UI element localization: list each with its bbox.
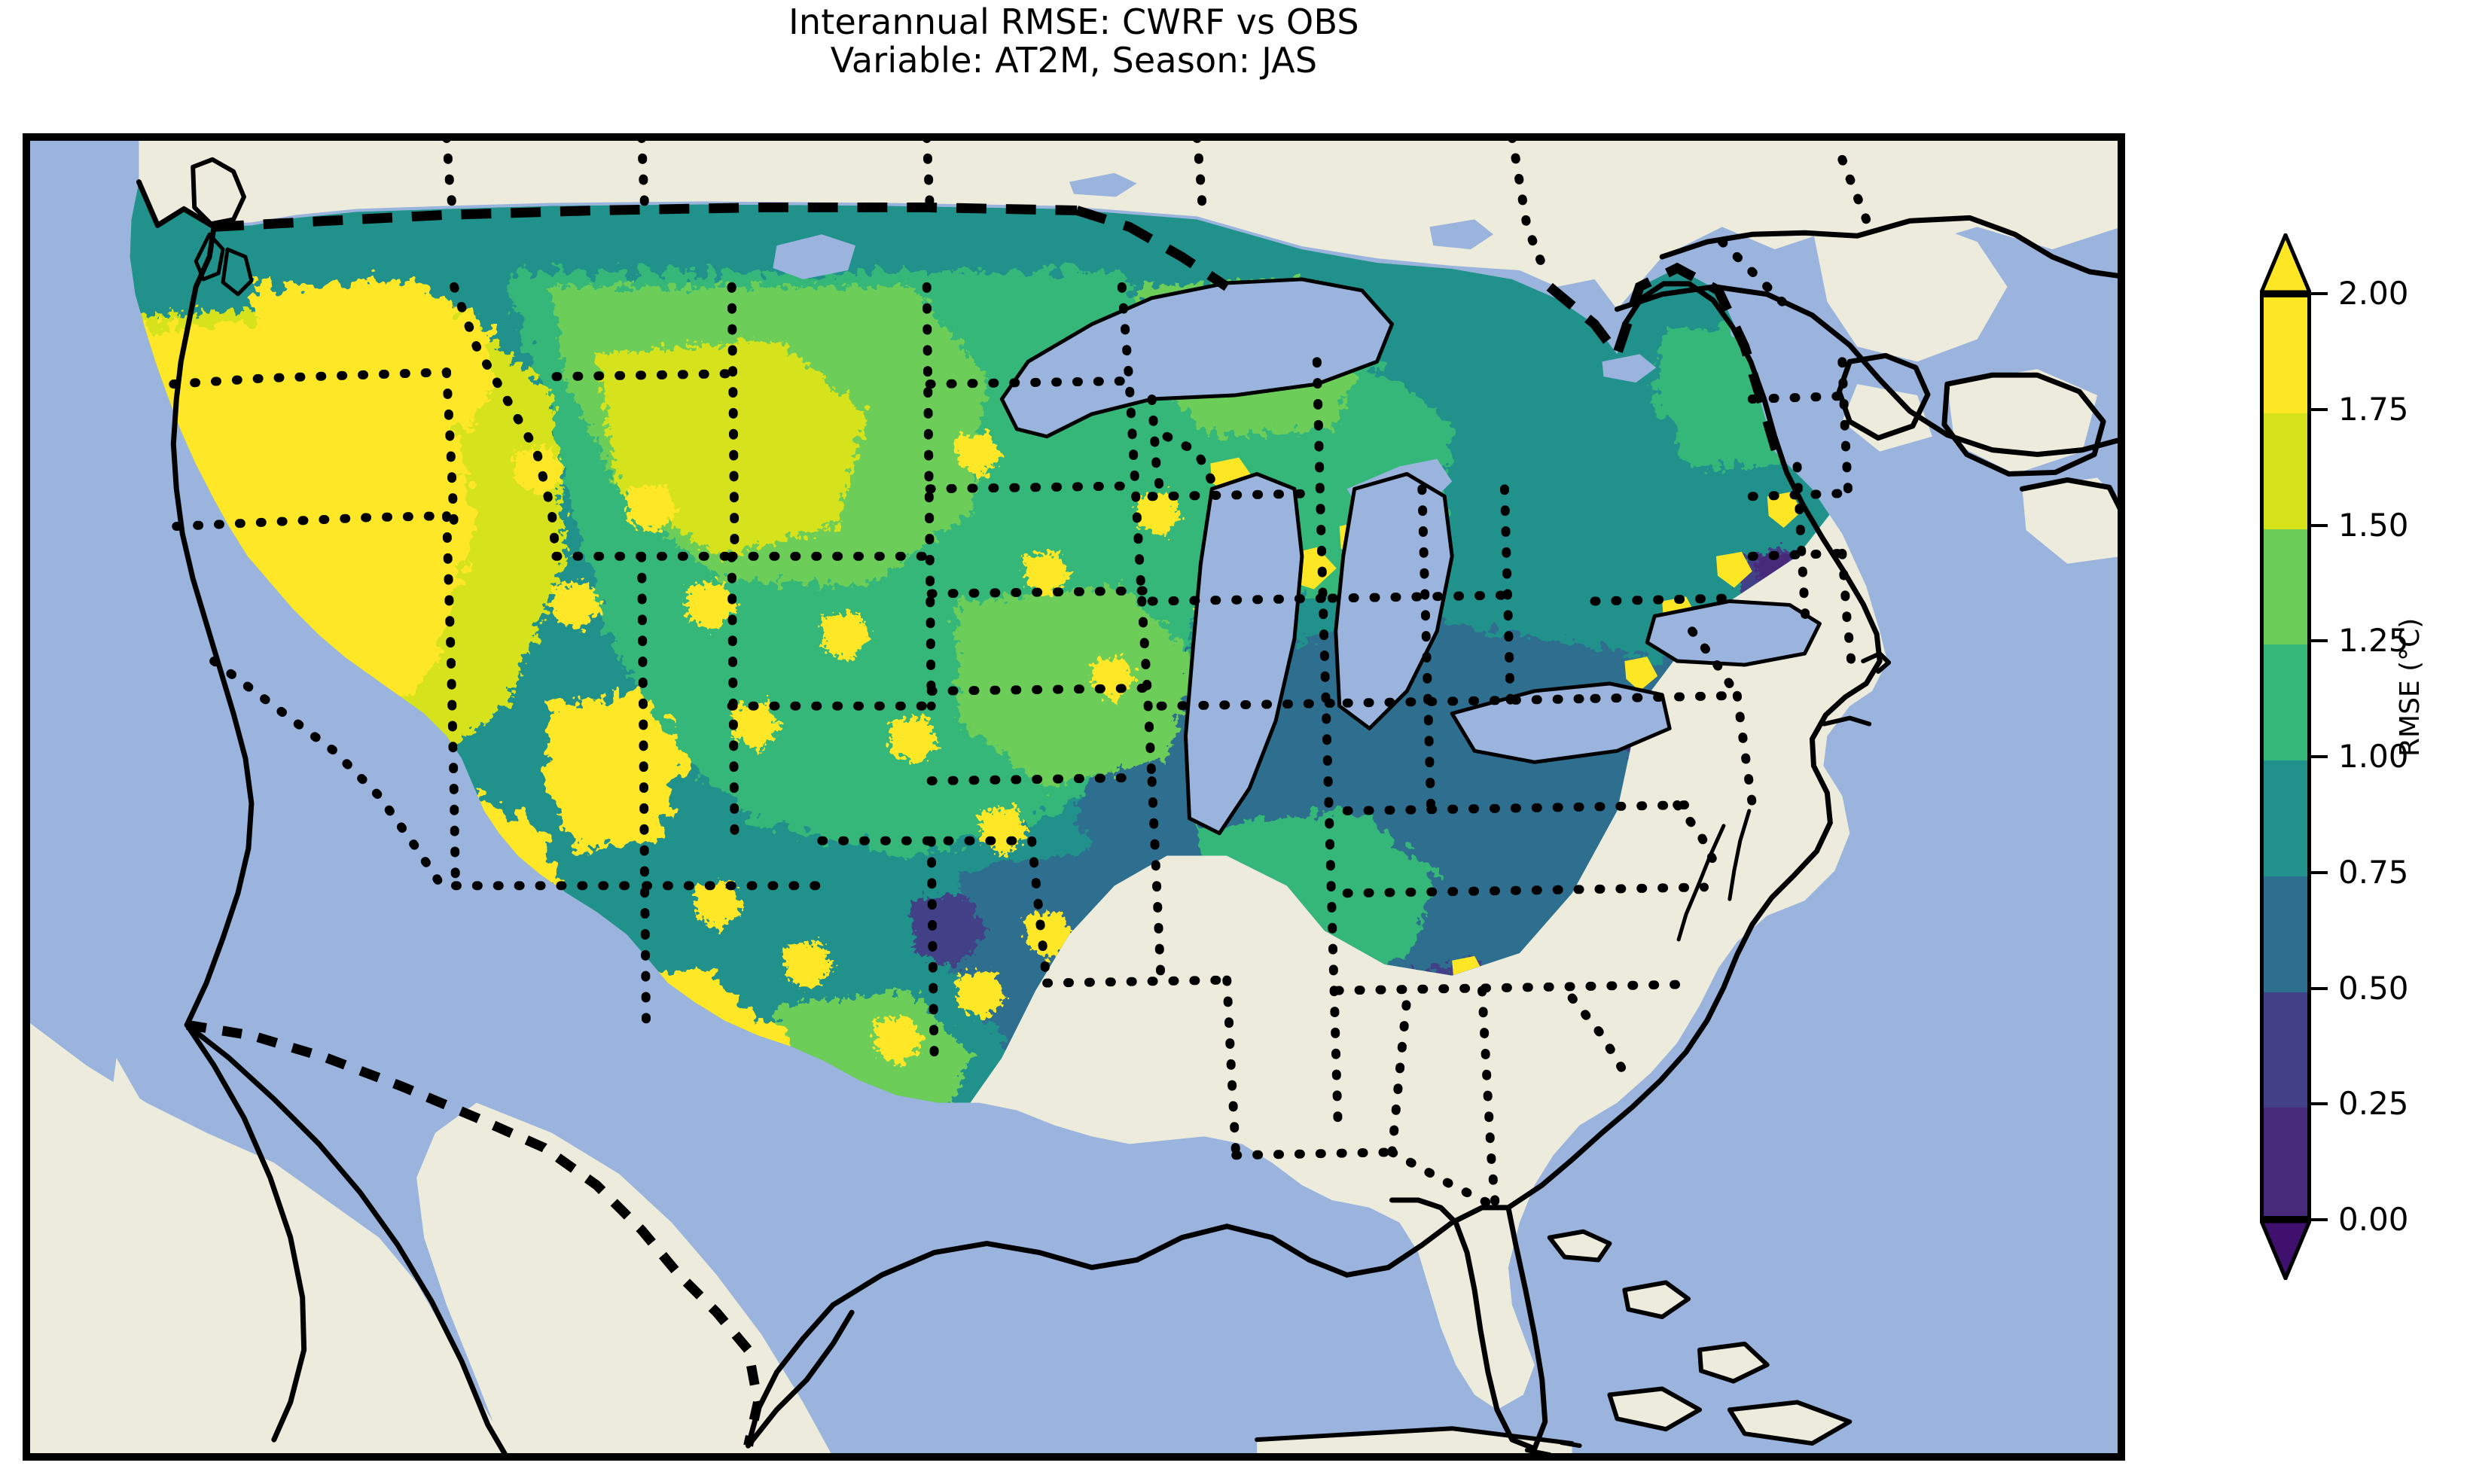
colorbar-tick-mark <box>2311 755 2328 758</box>
colorbar-extend-over-arrow <box>2260 233 2311 294</box>
colorbar-tick-label: 0.00 <box>2338 1201 2409 1238</box>
colorbar-tick-label: 1.75 <box>2338 390 2409 428</box>
colorbar-segment <box>2264 644 2307 760</box>
map-frame <box>26 137 2121 1457</box>
colorbar-extend-under-arrow <box>2260 1220 2311 1280</box>
colorbar-tick-label: 0.25 <box>2338 1085 2409 1123</box>
colorbar-segment <box>2264 760 2307 876</box>
colorbar-segment <box>2264 297 2307 413</box>
colorbar-segment <box>2264 529 2307 645</box>
colorbar-body[interactable] <box>2260 294 2311 1220</box>
colorbar-tick-mark <box>2311 407 2328 411</box>
colorbar-label: RMSE (°C) <box>2395 617 2426 757</box>
figure-title: Interannual RMSE: CWRF vs OBS Variable: … <box>0 3 2148 80</box>
colorbar-tick-label: 0.75 <box>2338 853 2409 891</box>
colorbar-tick-mark <box>2311 292 2328 295</box>
colorbar-tick-mark <box>2311 639 2328 643</box>
colorbar-tick-label: 0.50 <box>2338 969 2409 1007</box>
colorbar-tick-mark <box>2311 1218 2328 1221</box>
colorbar-tick-label: 1.00 <box>2338 738 2409 775</box>
colorbar-tick-mark <box>2311 986 2328 990</box>
map-axes[interactable] <box>23 133 2125 1461</box>
colorbar-tick-label: 1.25 <box>2338 622 2409 660</box>
state-boundaries <box>169 137 1877 1212</box>
colorbar-tick-mark <box>2311 870 2328 874</box>
figure-title-line1: Interannual RMSE: CWRF vs OBS <box>788 2 1359 42</box>
colorbar-segment <box>2264 1108 2307 1216</box>
international-borders <box>213 203 1781 453</box>
colorbar-segment <box>2264 992 2307 1108</box>
figure-title-line2: Variable: AT2M, Season: JAS <box>830 40 1318 81</box>
colorbar-tick-label: 2.00 <box>2338 275 2409 312</box>
colorbar-segment <box>2264 876 2307 992</box>
us-mexico-border <box>186 1019 764 1447</box>
colorbar[interactable]: 2.00 1.75 1.50 1.25 1.00 0.75 0.50 0.25 0.00 <box>2260 233 2409 1280</box>
colorbar-tick-label: 1.50 <box>2338 506 2409 544</box>
colorbar-segment <box>2264 413 2307 529</box>
colorbar-tick-mark <box>2311 523 2328 527</box>
map-contour-plot <box>26 137 2121 1457</box>
colorbar-tick-mark <box>2311 1102 2328 1106</box>
